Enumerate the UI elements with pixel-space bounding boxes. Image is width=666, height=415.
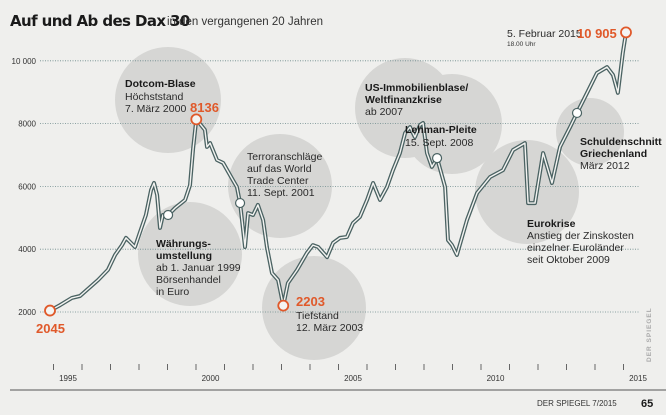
annotation-line: Börsenhandel xyxy=(156,274,221,286)
y-tick-label: 2000 xyxy=(18,308,36,317)
annotation-line: Tiefstand xyxy=(296,310,339,322)
annotation-line: 12. März 2003 xyxy=(296,322,363,334)
y-grid: 2000 4000 6000 8000 10 000 xyxy=(12,57,640,317)
x-tick-label: 2005 xyxy=(344,374,362,383)
annotation-line: März 2012 xyxy=(580,160,630,172)
x-axis: 1995 2000 2005 2010 2015 xyxy=(53,364,647,383)
annotation-line: ab 1. Januar 1999 xyxy=(156,262,241,274)
event-marker xyxy=(571,107,583,119)
credit-watermark: DER SPIEGEL xyxy=(646,307,653,362)
x-tick-label: 2015 xyxy=(629,374,647,383)
event-marker xyxy=(234,197,246,209)
latest-date: 5. Februar 2015 xyxy=(507,28,582,40)
latest-time: 18.00 Uhr xyxy=(507,41,536,48)
annotation-title: Schuldenschnitt xyxy=(580,136,662,148)
annotation-eurokrise: Eurokrise Anstieg der Zinskosten einzeln… xyxy=(527,218,634,266)
chart-subtitle: in den vergangenen 20 Jahren xyxy=(167,16,323,28)
dax-series xyxy=(49,32,628,313)
event-marker xyxy=(431,153,443,164)
annotation-title: Dotcom-Blase xyxy=(125,78,196,90)
markers xyxy=(44,26,632,317)
low-label: 2203 xyxy=(296,294,325,309)
event-marker xyxy=(162,209,174,221)
annotation-line: ab 2007 xyxy=(365,106,403,118)
annotation-schulden: Schuldenschnitt Griechenland März 2012 xyxy=(580,136,662,172)
highlight-marker xyxy=(277,299,290,312)
bubble-waehrung xyxy=(138,202,242,306)
footer-page-number: 65 xyxy=(641,398,653,410)
latest-value-label: 10 905 xyxy=(577,26,617,41)
annotation-title: Griechenland xyxy=(580,148,647,160)
annotation-line: auf das World xyxy=(247,163,312,175)
y-tick-label: 10 000 xyxy=(12,57,37,66)
annotation-line: Trade Center xyxy=(247,175,309,187)
y-tick-label: 6000 xyxy=(18,182,36,191)
annotation-waehrung: Währungs- umstellung ab 1. Januar 1999 B… xyxy=(156,238,241,298)
x-tick-label: 1995 xyxy=(59,374,77,383)
annotation-title: umstellung xyxy=(156,250,212,262)
annotation-usimmo: US-Immobilienblase/ Weltfinanzkrise ab 2… xyxy=(365,82,468,118)
annotation-title: Währungs- xyxy=(156,238,211,250)
annotation-terror: Terroranschläge auf das World Trade Cent… xyxy=(247,151,322,199)
highlight-marker xyxy=(44,304,56,317)
annotation-line: Terroranschläge xyxy=(247,151,322,163)
highlight-marker xyxy=(620,26,632,39)
x-tick-label: 2010 xyxy=(487,374,505,383)
annotation-dotcom: Dotcom-Blase Höchststand 7. März 2000 81… xyxy=(125,78,219,115)
annotation-latest: 5. Februar 2015 18.00 Uhr 10 905 xyxy=(507,26,617,48)
annotation-title: Weltfinanzkrise xyxy=(365,94,442,106)
annotation-line: 15. Sept. 2008 xyxy=(405,137,473,149)
annotation-line: in Euro xyxy=(156,286,189,298)
chart-title: Auf und Ab des Dax 30 xyxy=(10,12,190,30)
annotation-title: Lehman-Pleite xyxy=(405,124,477,136)
annotation-title: US-Immobilienblase/ xyxy=(365,82,468,94)
footer-publication: DER SPIEGEL 7/2015 xyxy=(537,399,617,408)
annotation-line: 7. März 2000 xyxy=(125,103,186,115)
annotation-line: 11. Sept. 2001 xyxy=(247,187,315,199)
series-line xyxy=(49,32,627,312)
x-tick-label: 2000 xyxy=(202,374,220,383)
highlight-marker xyxy=(190,113,203,126)
annotation-line: einzelner Euroländer xyxy=(527,242,624,254)
annotation-line: seit Oktober 2009 xyxy=(527,254,610,266)
annotation-line: Höchststand xyxy=(125,91,184,103)
annotation-title: Eurokrise xyxy=(527,218,576,230)
start-label: 2045 xyxy=(36,321,65,336)
y-tick-label: 4000 xyxy=(18,245,36,254)
annotation-lehman: Lehman-Pleite 15. Sept. 2008 xyxy=(405,124,477,149)
annotation-tiefstand: 2203 Tiefstand 12. März 2003 xyxy=(296,294,363,334)
peak-label: 8136 xyxy=(190,100,219,115)
annotation-line: Anstieg der Zinskosten xyxy=(527,230,634,242)
y-tick-label: 8000 xyxy=(18,120,36,129)
